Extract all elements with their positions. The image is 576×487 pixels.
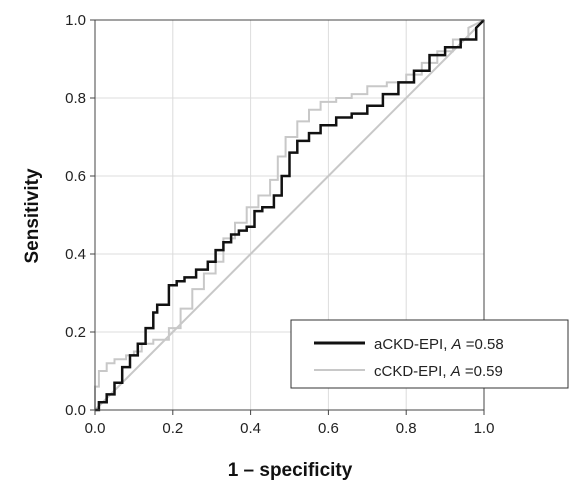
legend-area-label: A [450, 363, 461, 380]
x-tick-label: 0.0 [85, 420, 106, 437]
x-tick-label: 0.6 [318, 420, 339, 437]
legend-series-name: aCKD-EPI [374, 336, 443, 353]
series-lines [94, 19, 485, 412]
legend-entry-aCKD-EPI: aCKD-EPI, A =0.58 [374, 336, 504, 353]
y-tick-label: 0.4 [65, 246, 86, 263]
x-tick-label: 0.2 [162, 420, 183, 437]
series-line-cCKD-EPI [94, 19, 485, 410]
x-axis-label: 1 – specificity [228, 460, 353, 481]
legend-entry-cCKD-EPI: cCKD-EPI, A =0.59 [374, 363, 503, 380]
x-tick-label: 0.4 [240, 420, 261, 437]
y-tick-label: 0.2 [65, 324, 86, 341]
legend-comma: , [442, 363, 450, 380]
plot-frame [94, 19, 485, 411]
x-axis-ticks: 0.0 0.2 0.4 0.6 0.8 1.0 [85, 410, 495, 437]
y-tick-label: 0.8 [65, 90, 86, 107]
y-tick-label: 0.6 [65, 168, 86, 185]
legend-area-label: A [451, 336, 462, 353]
reference-diagonal [94, 19, 485, 411]
legend-area-value: =0.59 [465, 363, 503, 380]
legend-area-value: =0.58 [466, 336, 504, 353]
series-line-aCKD-EPI [95, 19, 485, 412]
y-tick-label: 0.0 [65, 402, 86, 419]
y-axis-label: Sensitivity [22, 168, 43, 263]
legend-series-name: cCKD-EPI [374, 363, 442, 380]
legend-comma: , [443, 336, 451, 353]
x-tick-label: 1.0 [474, 420, 495, 437]
y-tick-label: 1.0 [65, 12, 86, 29]
y-axis-ticks: 0.0 0.2 0.4 0.6 0.8 1.0 [65, 12, 95, 419]
legend-box [290, 319, 569, 389]
x-tick-label: 0.8 [396, 420, 417, 437]
legend: aCKD-EPI, A =0.58 cCKD-EPI, A =0.59 [290, 319, 569, 389]
